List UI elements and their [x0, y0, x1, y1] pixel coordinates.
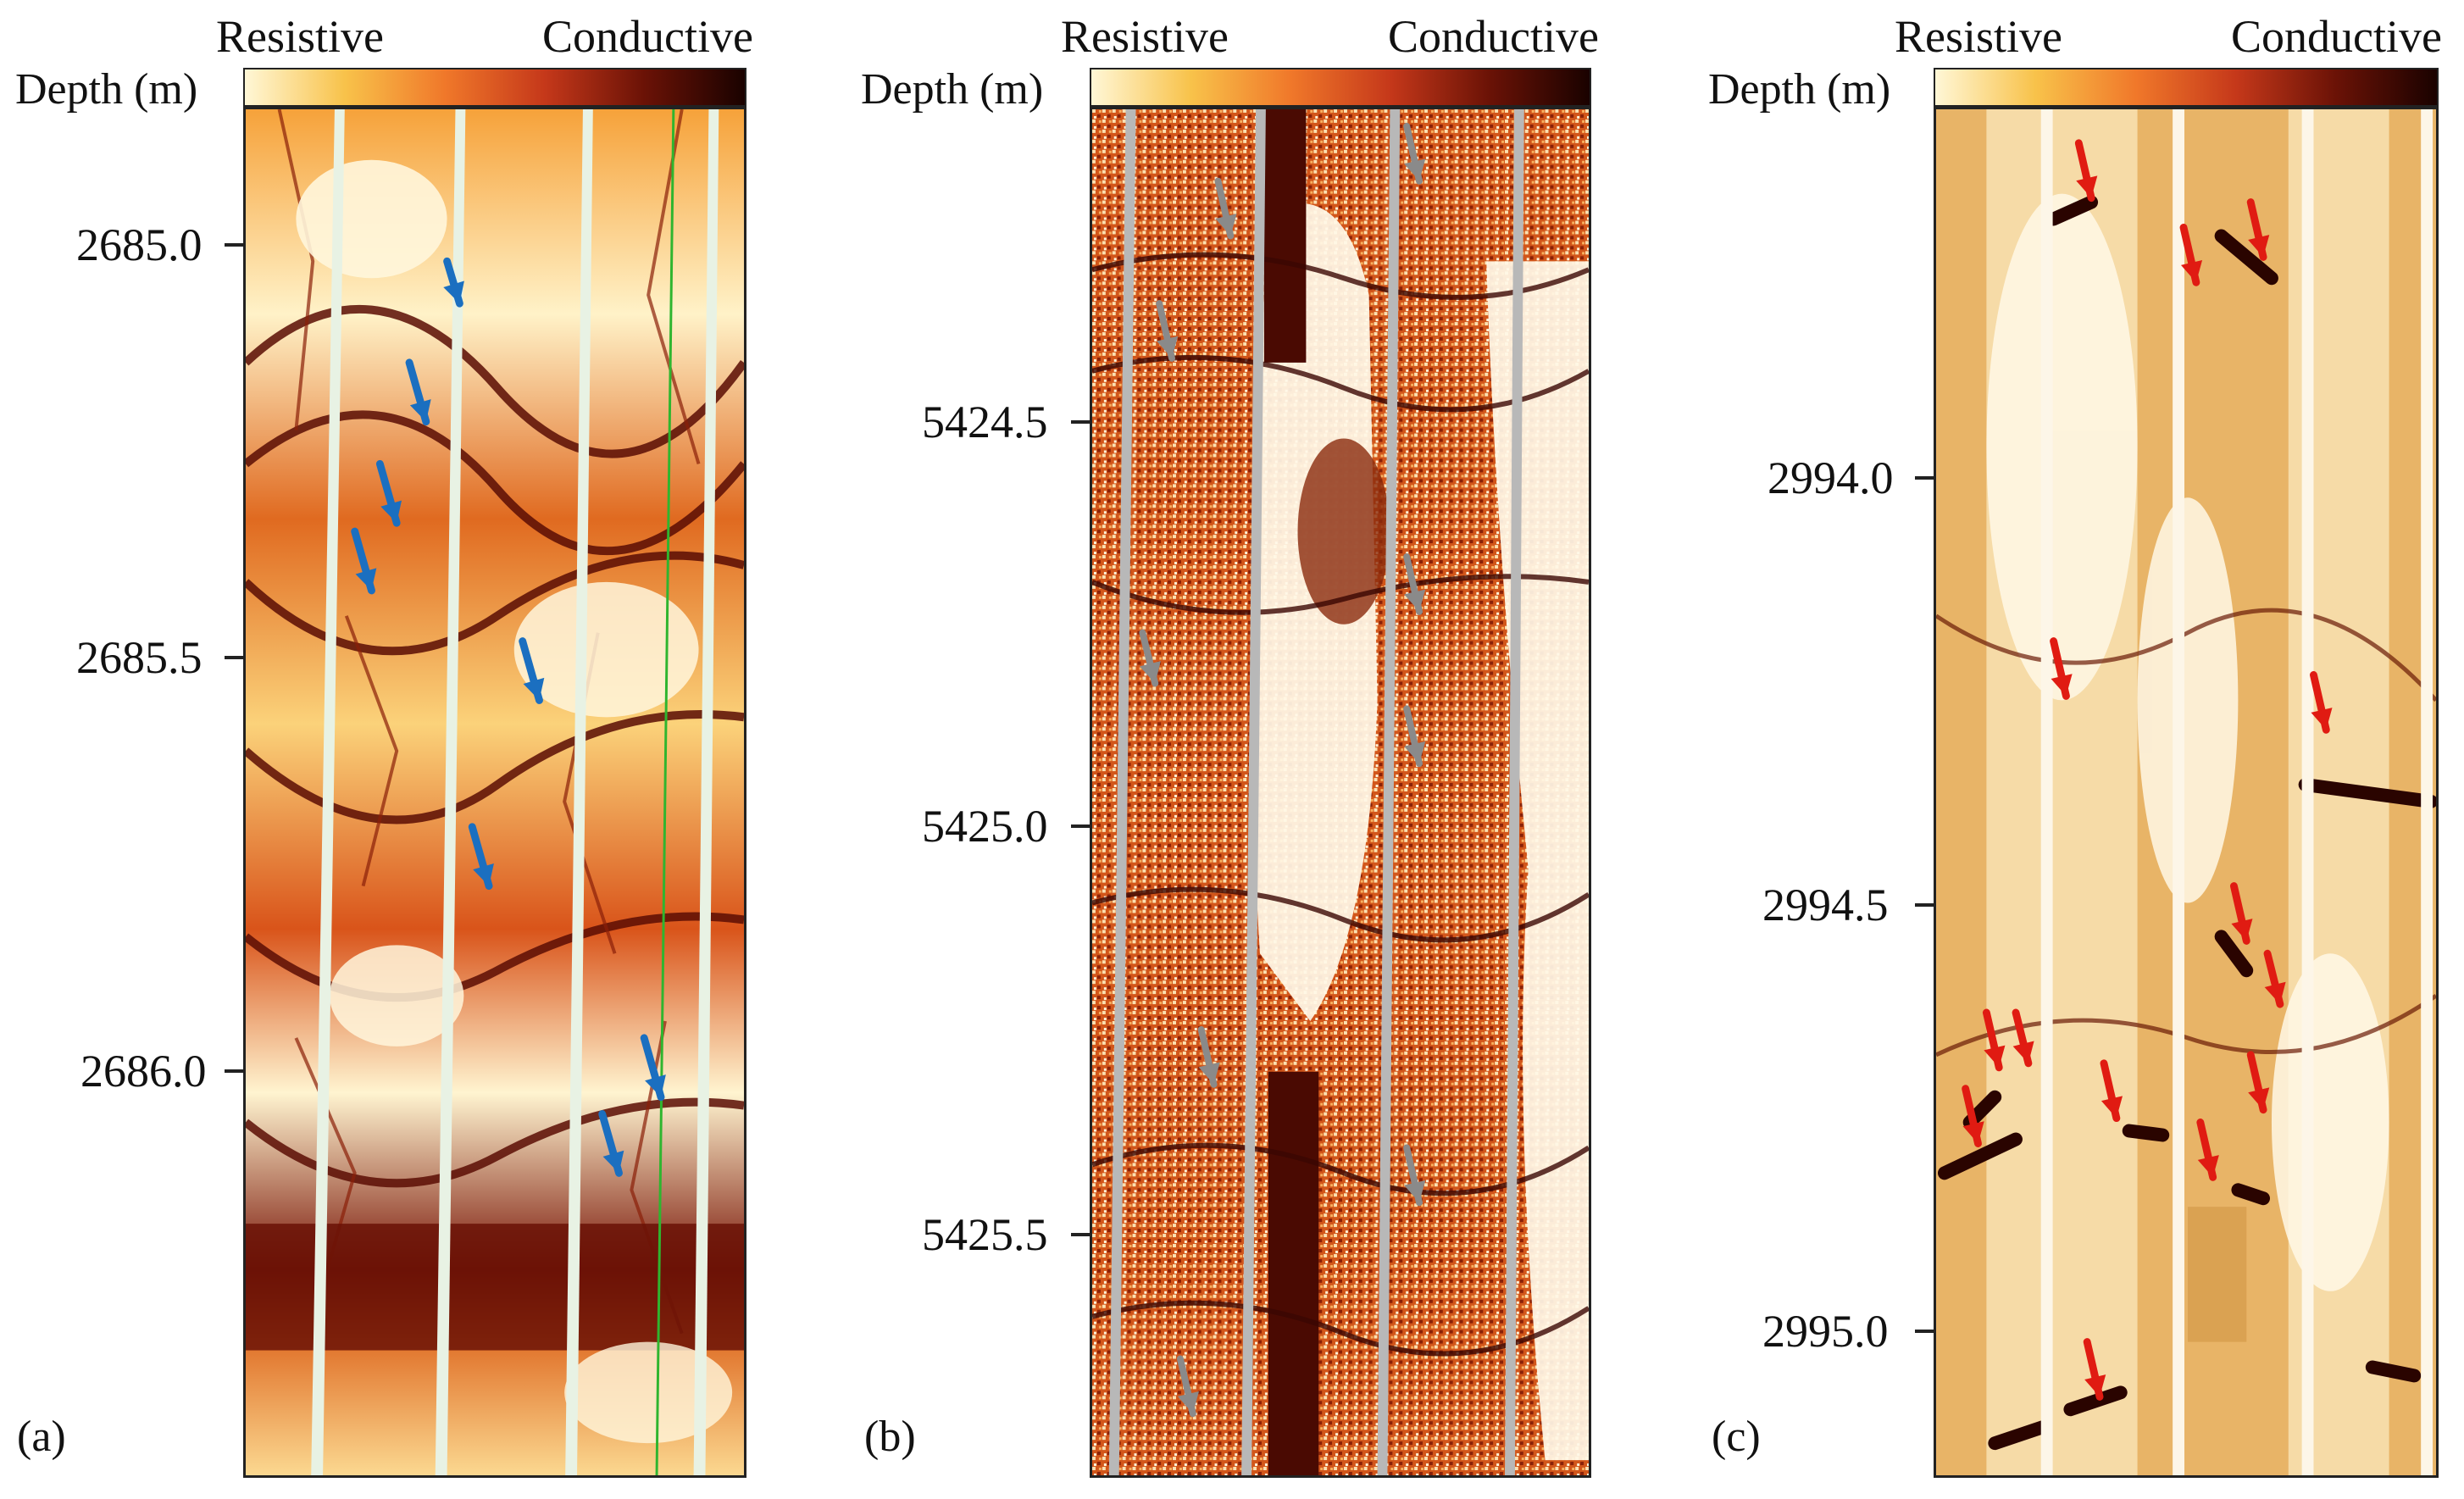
depth-tick-c-1 [1915, 476, 1934, 480]
arrow-head [2084, 1374, 2106, 1397]
depth-tick-c-3 [1915, 1330, 1934, 1333]
depth-label-a-3: 2686.0 [80, 1046, 207, 1096]
depth-label-c-3: 2995.0 [1762, 1306, 1889, 1357]
legend-resistive-label: Resistive [216, 11, 384, 62]
fracture-arrows-c [1962, 139, 2333, 1401]
arrow-head [409, 399, 431, 422]
depth-label-a-1: 2685.0 [76, 219, 203, 270]
borehole-image-a [243, 107, 746, 1478]
arrow-head [1177, 1391, 1199, 1414]
arrow-head [2180, 260, 2203, 283]
depth-label-b-1: 5424.5 [922, 397, 1048, 447]
legend-resistive-label: Resistive [1895, 11, 2062, 62]
arrow-head [1198, 1062, 1220, 1085]
arrow-head [355, 568, 377, 591]
arrow-head [2248, 1087, 2270, 1110]
legend-conductive-label: Conductive [1388, 11, 1599, 62]
arrow-head [2051, 674, 2073, 697]
depth-axis-title: Depth (m) [15, 65, 198, 114]
image-log-a [246, 109, 744, 1475]
depth-label-b-3: 5425.5 [922, 1209, 1048, 1260]
legend-resistive-label: Resistive [1061, 11, 1229, 62]
arrow-head [645, 1074, 666, 1097]
depth-tick-b-1 [1071, 420, 1090, 424]
depth-tick-a-2 [225, 656, 243, 659]
panel-b: Resistive Conductive Depth (m) [830, 0, 1610, 1499]
depth-label-b-2: 5425.0 [922, 801, 1048, 852]
depth-tick-b-3 [1071, 1233, 1090, 1236]
resistivity-colorbar [1090, 68, 1591, 107]
arrow-head [1404, 1180, 1426, 1203]
depth-axis-title: Depth (m) [861, 65, 1044, 114]
arrow-head [1157, 336, 1179, 358]
depth-tick-a-1 [225, 243, 243, 247]
arrow-head [602, 1150, 624, 1174]
arrow-head [2012, 1041, 2034, 1063]
depth-label-c-1: 2994.0 [1768, 452, 1894, 503]
arrow-head [2076, 175, 2098, 198]
panel-label-b: (b) [864, 1413, 916, 1461]
arrow-head [1139, 661, 1161, 684]
resistivity-colorbar [243, 68, 746, 107]
depth-tick-b-2 [1071, 824, 1090, 828]
arrow-head [473, 863, 494, 886]
panel-label-a: (a) [17, 1413, 66, 1461]
depth-label-a-2: 2685.5 [76, 632, 203, 683]
arrow-head [2248, 235, 2270, 258]
arrow-head [1984, 1045, 2006, 1068]
borehole-image-b [1090, 107, 1591, 1478]
depth-axis-title: Depth (m) [1708, 65, 1891, 114]
arrow-head [380, 500, 402, 524]
depth-label-c-2: 2994.5 [1762, 880, 1889, 930]
fracture-arrows-b [1139, 122, 1426, 1418]
arrow-head [1404, 589, 1426, 612]
depth-tick-a-3 [225, 1069, 243, 1073]
arrow-head [1404, 741, 1426, 764]
panel-label-c: (c) [1712, 1413, 1761, 1461]
arrow-head [443, 280, 464, 304]
legend-conductive-label: Conductive [2231, 11, 2442, 62]
legend-conductive-label: Conductive [542, 11, 753, 62]
fracture-arrows-a [351, 257, 666, 1177]
arrow-head [1404, 158, 1426, 181]
arrow-head [2311, 708, 2333, 730]
arrow-head [2264, 981, 2286, 1005]
panel-c: Resistive Conductive Depth (m) [1678, 0, 2464, 1499]
arrow-head [2197, 1155, 2219, 1178]
arrow-head [2231, 919, 2253, 941]
arrow-head [523, 677, 545, 701]
arrow-head [2101, 1096, 2123, 1119]
resistivity-colorbar [1934, 68, 2439, 107]
panel-a: Resistive Conductive Depth (m) [0, 0, 763, 1499]
arrow-head [1215, 214, 1237, 236]
image-log-c [1936, 109, 2436, 1475]
borehole-image-c [1934, 107, 2439, 1478]
image-log-b [1092, 109, 1589, 1475]
depth-tick-c-2 [1915, 903, 1934, 907]
arrow-head [1962, 1121, 1984, 1144]
